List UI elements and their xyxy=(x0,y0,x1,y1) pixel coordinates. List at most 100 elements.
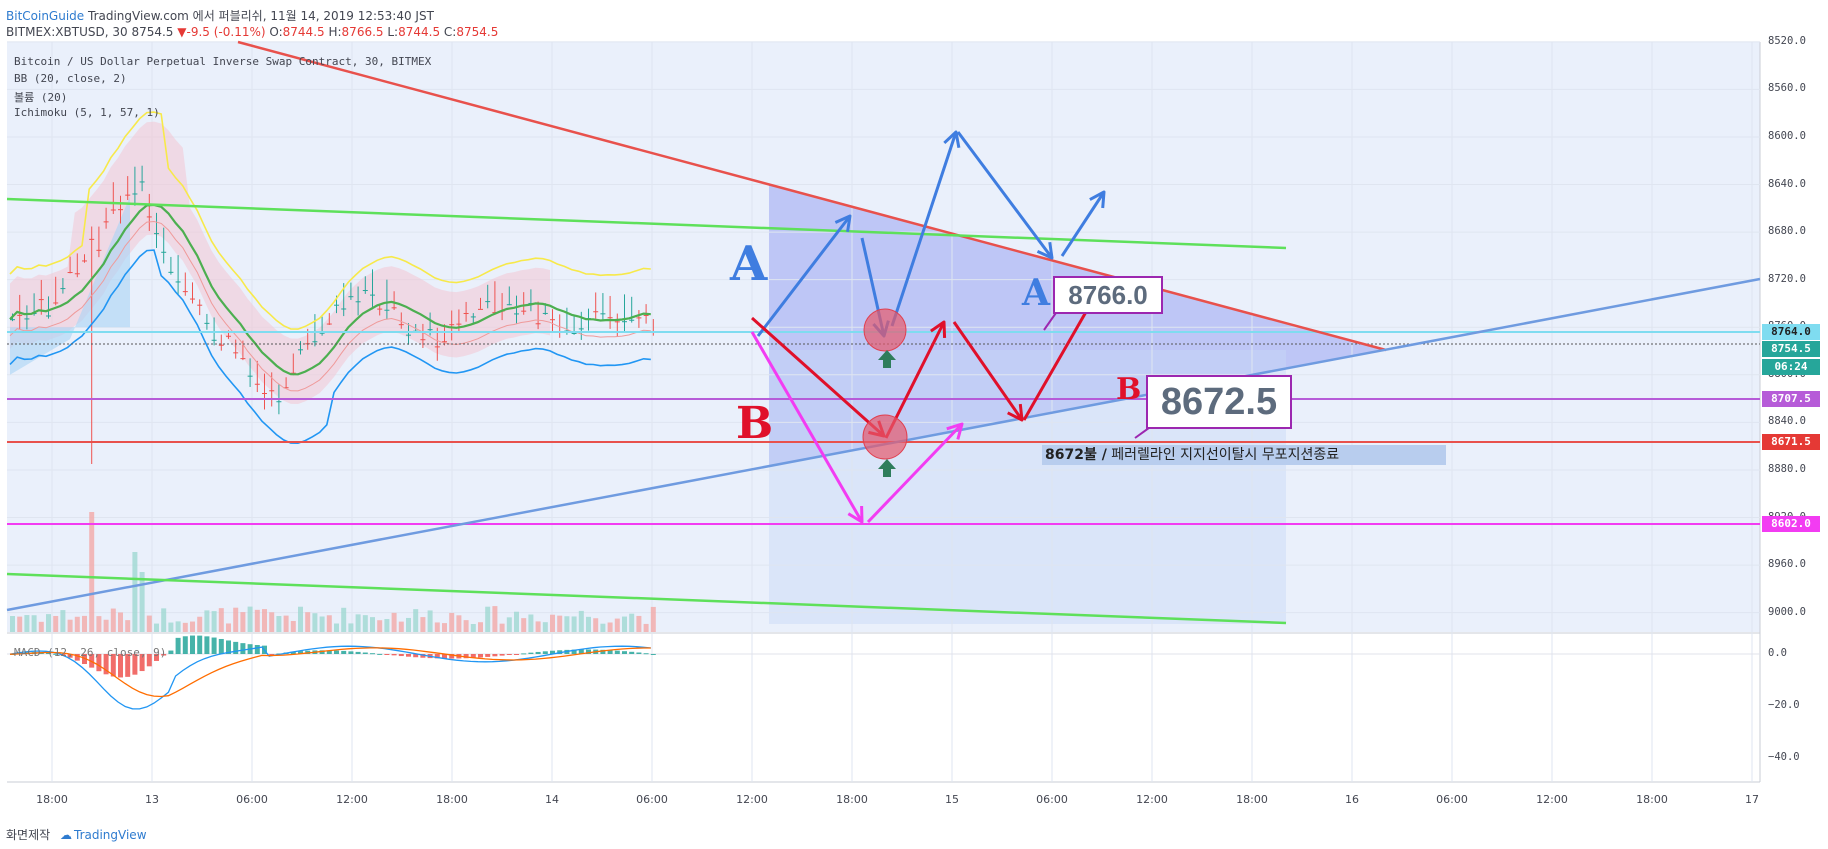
macd-histogram-bar xyxy=(506,654,512,655)
volume-bar xyxy=(269,612,275,632)
candle-body xyxy=(427,329,433,331)
volume-bar xyxy=(118,612,123,632)
candle-body xyxy=(262,393,267,395)
time-tick-label: 12:00 xyxy=(1536,793,1568,806)
down-triangle-icon: ▼ xyxy=(177,25,187,39)
candle-body xyxy=(535,323,541,325)
volume-bar xyxy=(298,606,303,632)
author-link[interactable]: BitCoinGuide xyxy=(6,9,85,23)
candle-body xyxy=(254,383,260,385)
macd-histogram-bar xyxy=(434,654,440,659)
volume-bar xyxy=(276,616,282,632)
volume-bar xyxy=(492,606,498,632)
volume-bar xyxy=(600,623,606,632)
macd-histogram-bar xyxy=(125,654,131,677)
macd-histogram-bar xyxy=(182,636,188,654)
candle-body xyxy=(485,301,491,303)
volume-bar xyxy=(154,623,159,632)
volume-bar xyxy=(434,622,440,632)
arrow-a-5-head xyxy=(1089,190,1106,209)
time-tick-label: 12:00 xyxy=(736,793,768,806)
candle-body xyxy=(125,194,131,196)
candle-body xyxy=(362,290,368,292)
time-tick-label: 12:00 xyxy=(336,793,368,806)
macd-histogram-bar xyxy=(535,651,541,654)
macd-histogram-bar xyxy=(542,651,548,654)
volume-bar xyxy=(355,614,361,632)
macd-histogram-bar xyxy=(298,651,303,654)
volume-bar xyxy=(290,620,296,632)
macd-histogram-bar xyxy=(470,654,476,658)
legend-volume: 볼륨 (20) xyxy=(14,91,68,104)
candle-body xyxy=(456,323,462,325)
tag-8602: 8602.0 xyxy=(1762,516,1820,532)
macd-histogram-bar xyxy=(614,650,620,654)
volume-bar xyxy=(622,616,627,632)
chart-header-line-2: BITMEX:XBTUSD, 30 8754.5 ▼-9.5 (-0.11%) … xyxy=(6,25,499,39)
time-tick-label: 06:00 xyxy=(1036,793,1068,806)
macd-histogram-bar xyxy=(521,653,527,655)
candle-body xyxy=(182,291,188,293)
arrow-a-1-head xyxy=(834,214,852,233)
footer-brand[interactable]: TradingView xyxy=(74,828,147,842)
time-tick-label: 13 xyxy=(145,793,159,806)
candle-body xyxy=(38,299,44,301)
green-lower-line xyxy=(6,572,1287,625)
macd-histogram-bar xyxy=(110,654,116,677)
candle-body xyxy=(341,308,347,310)
macd-histogram-bar xyxy=(600,649,606,654)
candle-body xyxy=(578,328,584,330)
volume-bar xyxy=(168,622,174,632)
volume-bar xyxy=(578,610,584,632)
time-tick-label: 18:00 xyxy=(1236,793,1268,806)
macd-line xyxy=(9,645,651,710)
volume-bar xyxy=(391,612,397,632)
macd-histogram-bar xyxy=(578,649,584,654)
macd-histogram-bar xyxy=(420,654,426,658)
macd-histogram-bar xyxy=(377,653,383,655)
time-tick-label: 18:00 xyxy=(436,793,468,806)
macd-histogram-bar xyxy=(355,651,361,654)
macd-histogram-bar xyxy=(233,641,239,654)
macd-histogram-bar xyxy=(132,654,138,675)
macd-histogram-bar xyxy=(96,654,102,672)
target-circle-b xyxy=(862,414,908,460)
candle-body xyxy=(384,309,390,311)
macd-histogram-bar xyxy=(586,649,591,654)
candle-body xyxy=(161,251,167,253)
arrow-a-1 xyxy=(756,215,852,337)
legend-title: Bitcoin / US Dollar Perpetual Inverse Sw… xyxy=(14,55,432,68)
volume-bar xyxy=(535,621,541,632)
candle-body xyxy=(269,390,275,392)
volume-bar xyxy=(182,622,188,632)
candle-body xyxy=(17,314,23,316)
candle-body xyxy=(168,271,174,273)
candle-body xyxy=(190,298,195,300)
volume-bar xyxy=(31,615,37,632)
volume-bar xyxy=(132,552,138,632)
macd-histogram-bar xyxy=(528,652,534,654)
candle-body xyxy=(46,315,51,317)
candle-body xyxy=(643,314,649,316)
candle-body xyxy=(240,358,246,360)
scenario-a-letter: A xyxy=(730,236,768,292)
volume-bar xyxy=(197,616,203,632)
candle-body xyxy=(283,387,289,389)
price-tick-label: 8520.0 xyxy=(1768,34,1806,47)
macd-histogram-bar xyxy=(514,654,519,655)
volume-bar xyxy=(427,610,433,632)
macd-histogram-bar xyxy=(622,651,627,654)
volume-bar xyxy=(370,617,375,632)
red-trend-line xyxy=(237,40,1387,352)
macd-histogram-bar xyxy=(398,654,404,657)
macd-histogram-bar xyxy=(492,654,498,657)
macd-histogram-bar xyxy=(650,653,656,655)
volume-bar xyxy=(348,623,354,632)
candle-body xyxy=(442,341,447,343)
macd-histogram-bar xyxy=(175,637,181,654)
candle-body xyxy=(463,312,469,314)
time-tick-label: 17 xyxy=(1745,793,1759,806)
volume-bar xyxy=(82,615,87,632)
candle-body xyxy=(139,181,145,183)
